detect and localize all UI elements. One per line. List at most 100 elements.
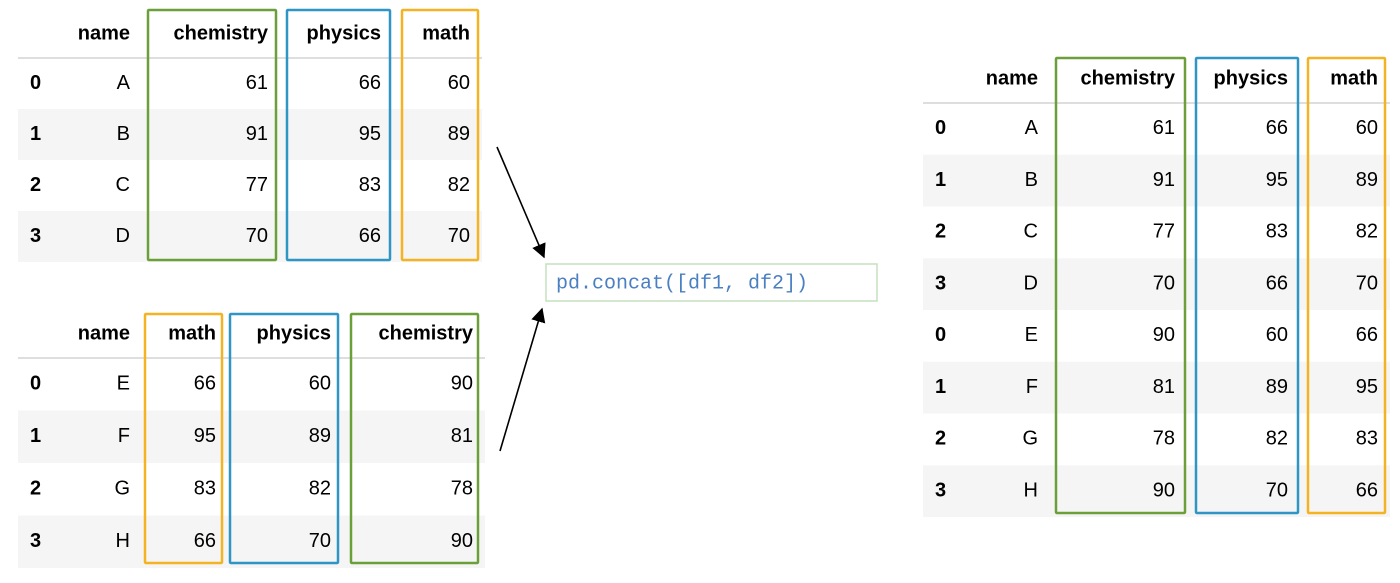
cell: F (118, 425, 130, 447)
column-highlight (146, 8, 278, 262)
cell: 66 (1266, 117, 1288, 139)
cell: A (117, 72, 131, 94)
column-header: math (168, 322, 216, 344)
row-index: 1 (935, 169, 946, 191)
cell: 89 (1356, 169, 1378, 191)
column-header: name (986, 67, 1038, 89)
cell: 66 (359, 225, 381, 247)
cell: 60 (448, 72, 470, 94)
cell: D (1024, 272, 1038, 294)
cell: 83 (194, 478, 216, 500)
cell: 66 (1356, 324, 1378, 346)
cell: 78 (451, 478, 473, 500)
row-index: 0 (935, 324, 946, 346)
cell: 61 (1153, 117, 1175, 139)
row-index: 2 (935, 428, 946, 450)
column-header: name (78, 22, 130, 44)
row-index: 1 (935, 376, 946, 398)
cell: E (117, 373, 130, 395)
cell: 70 (1153, 272, 1175, 294)
cell: 95 (1266, 169, 1288, 191)
table: name math physics chemistry 0 E 66 60 90 1 F 95 89 81… (18, 312, 485, 568)
cell: 95 (194, 425, 216, 447)
column-header: math (1330, 67, 1378, 89)
row-stripe (18, 211, 482, 262)
cell: 82 (309, 478, 331, 500)
cell: 70 (448, 225, 470, 247)
cell: 90 (1153, 479, 1175, 501)
cell: 83 (1356, 428, 1378, 450)
row-stripe (923, 465, 1390, 517)
row-stripe (923, 361, 1390, 414)
cell: G (1022, 428, 1038, 450)
cell: H (1024, 479, 1038, 501)
row-index: 3 (935, 272, 946, 294)
column-header: physics (257, 322, 331, 344)
column-header: name (78, 322, 130, 344)
column-header: chemistry (1081, 67, 1176, 89)
cell: 66 (1356, 479, 1378, 501)
cell: B (117, 123, 130, 145)
column-header: physics (307, 22, 381, 44)
cell: F (1026, 376, 1038, 398)
tables: name chemistry physics math 0 A 61 66 60 1 B 91 95 89… (18, 8, 1390, 568)
cell: 81 (451, 425, 473, 447)
column-highlight (285, 8, 392, 262)
column-header: math (422, 22, 470, 44)
row-index: 3 (935, 479, 946, 501)
cell: 70 (1266, 479, 1288, 501)
cell: 82 (1356, 221, 1378, 243)
cell: 66 (194, 530, 216, 552)
cell: 95 (359, 123, 381, 145)
column-header: chemistry (174, 22, 269, 44)
code-box (545, 263, 878, 302)
row-stripe (923, 258, 1390, 310)
cell: 90 (451, 530, 473, 552)
row-stripe (923, 154, 1390, 207)
column-highlight (1054, 56, 1187, 515)
cell: 66 (1266, 272, 1288, 294)
cell: 70 (309, 530, 331, 552)
cell: 66 (359, 72, 381, 94)
column-highlight (349, 312, 480, 565)
row-index: 1 (30, 425, 41, 447)
cell: 61 (246, 72, 268, 94)
code: pd.concat([df1, df2]) (556, 272, 808, 295)
column-header: chemistry (379, 322, 474, 344)
cell: 89 (309, 425, 331, 447)
cell: 70 (246, 225, 268, 247)
table: name chemistry physics math 0 A 61 66 60 1 B 91 95 89… (923, 56, 1390, 517)
cell: G (114, 478, 130, 500)
cell: C (1024, 221, 1038, 243)
row-index: 2 (30, 478, 41, 500)
row-stripe (18, 515, 485, 568)
column-highlight (228, 312, 340, 565)
arrow (499, 307, 546, 452)
row-stripe (18, 410, 485, 463)
row-index: 3 (30, 530, 41, 552)
row-index: 0 (30, 72, 41, 94)
cell: 89 (448, 123, 470, 145)
column-highlight (400, 8, 480, 262)
row-stripe (18, 109, 482, 160)
cell: 83 (1266, 221, 1288, 243)
cell: A (1025, 117, 1039, 139)
cell: H (116, 530, 130, 552)
column-header: physics (1214, 67, 1288, 89)
cell: 82 (448, 174, 470, 196)
cell: D (116, 225, 130, 247)
column-highlight (143, 312, 224, 565)
cell: 89 (1266, 376, 1288, 398)
arrow (496, 146, 546, 259)
cell: 60 (309, 373, 331, 395)
cell: 82 (1266, 428, 1288, 450)
column-highlight (1306, 56, 1387, 515)
cell: 95 (1356, 376, 1378, 398)
row-index: 2 (935, 221, 946, 243)
cell: 83 (359, 174, 381, 196)
row-index: 0 (30, 373, 41, 395)
cell: B (1025, 169, 1038, 191)
cell: 91 (246, 123, 268, 145)
